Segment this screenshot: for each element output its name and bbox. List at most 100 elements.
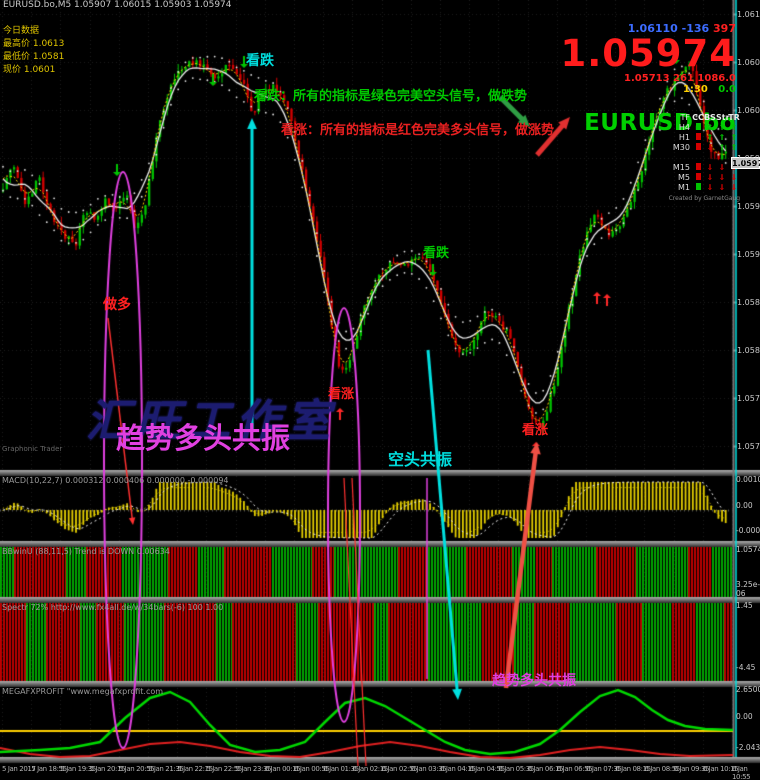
signal-col-header: BS: [704, 112, 716, 122]
timeframe-label: H1: [678, 132, 690, 142]
ticker-time-row: 1:30 0.0: [560, 84, 736, 96]
signal-row-H1: H1 ⇑ ⇑ ⇑: [666, 132, 740, 142]
time-axis-label[interactable]: 5 Jan 22:15: [177, 765, 213, 773]
signal-col-header: CC: [692, 112, 704, 122]
ticker-low: 1.05713: [624, 72, 670, 84]
ticker-low-row: 1.05713 261 1086.0: [560, 73, 736, 85]
time-axis-label[interactable]: 6 Jan 08:55: [644, 765, 680, 773]
p4-scale-label: -2.04301: [736, 743, 760, 752]
ticker-price: 1.05974: [560, 32, 736, 75]
cc-red-square-icon: [692, 162, 704, 172]
macd-scale-label: 0.00: [736, 501, 753, 510]
price-scale-label: 1.05905: [737, 250, 760, 259]
price-scale-label: 1.05945: [737, 202, 760, 211]
annotation-trend-bull-resonance-1: 趋势多头共振: [116, 421, 291, 455]
ticker-range: 397: [713, 22, 736, 35]
signal-table-gap: [666, 152, 740, 162]
time-axis-label[interactable]: 5 Jan 2017: [2, 765, 36, 773]
p4-scale-label: 2.65005: [736, 685, 760, 694]
p2-scale-label: 3.25e-06: [736, 580, 760, 598]
time-axis-label[interactable]: 5 Jan 19:35: [60, 765, 96, 773]
time-axis-label[interactable]: 6 Jan 10:15: [702, 765, 739, 773]
ticker-time: 1:30: [682, 84, 708, 96]
p2-scale-label: 1.05741: [736, 545, 760, 554]
down-arrow-icon: ⇓: [718, 162, 726, 172]
signal-col-header: TR: [728, 112, 740, 122]
megafx-panel-label: MEGAFXPROFIT "www.megafxprofit.com: [2, 687, 164, 696]
current-price-box: 1.05974: [731, 157, 760, 169]
annotation-bear-resonance: 空头共振: [388, 450, 453, 469]
trend-panel-label: BBwinU (88,11,5) Trend is DOWN 0.00634: [2, 547, 170, 556]
up-arrow-icon: ⇑: [718, 142, 726, 152]
up-arrow-icon: ⇑: [730, 132, 738, 142]
signal-col-header: Str: [716, 112, 730, 122]
watermark-studio: 汇旺工作室: [86, 396, 336, 447]
annotation-go-long: 做多: [103, 297, 131, 313]
time-axis-label[interactable]: 5 Jan 20:55: [118, 765, 155, 773]
signal-row-M1: M1 ⇓ ⇓ ⇓: [666, 182, 740, 192]
ticker-top-row: 1.06110 -136 397: [560, 22, 736, 35]
annotation-bullish-right: 看涨: [522, 423, 549, 438]
time-axis-label[interactable]: 6 Jan 04:55: [469, 765, 505, 773]
ticker-symbol: EURUSD.bo: [584, 109, 736, 136]
signal-row-M15: M15⇓⇓⇓: [666, 162, 740, 172]
cc-red-square-icon: [692, 132, 704, 142]
time-axis-label[interactable]: 5 Jan 18:55: [31, 765, 67, 773]
price-scale-label: 1.05745: [737, 442, 760, 451]
price-scale-label: 1.05985: [737, 154, 760, 163]
price-scale-label: 1.05865: [737, 298, 760, 307]
p3-scale-label: -4.45: [736, 663, 756, 672]
up-arrow-icon: ⇑: [730, 122, 738, 132]
time-axis-label[interactable]: 6 Jan 06:15: [527, 765, 564, 773]
signal-table-credit: Created by GarnetGaug: [668, 195, 740, 202]
time-axis-label[interactable]: 6 Jan 07:35: [586, 765, 622, 773]
time-axis-label[interactable]: 6 Jan 04:15: [440, 765, 476, 773]
time-axis-label[interactable]: 6 Jan 08:15: [615, 765, 651, 773]
quote-info-line: 现价 1.0601: [3, 65, 56, 75]
signal-col-header: TF: [680, 112, 691, 122]
time-axis-label[interactable]: 5 Jan 21:35: [148, 765, 184, 773]
p4-scale-label: 0.00: [736, 712, 753, 721]
ticker-high: 1.06110: [627, 22, 678, 35]
down-arrow-icon: ⇓: [730, 182, 738, 192]
price-scale-label: 1.05785: [737, 394, 760, 403]
annotation-bullish-mid: 看涨: [328, 387, 355, 402]
time-axis-label[interactable]: 6 Jan 06:55: [556, 765, 593, 773]
time-axis-label[interactable]: 6 Jan 05:35: [498, 765, 534, 773]
time-axis-label[interactable]: 6 Jan 02:15: [352, 765, 388, 773]
down-arrow-icon: ⇓: [706, 162, 714, 172]
cc-red-square-icon: [692, 142, 704, 152]
macd-scale-label: -0.00092: [736, 526, 760, 535]
time-axis-label[interactable]: 6 Jan 01:35: [323, 765, 359, 773]
annotation-legend-bearish: 看跌：所有的指标是绿色完美空头信号，做跌势: [254, 89, 528, 104]
time-axis-label[interactable]: 5 Jan 22:55: [206, 765, 242, 773]
timeframe-label: M15: [672, 162, 690, 172]
annotation-bearish-top: 看跌: [246, 53, 274, 69]
quote-info-line: 今日数据: [3, 26, 40, 36]
ticker-volume: 261 1086.0: [673, 72, 736, 84]
time-axis-label[interactable]: 6 Jan 00:15: [264, 765, 301, 773]
up-arrow-icon: ⇑: [706, 132, 714, 142]
ticker-change: -136: [681, 22, 710, 35]
signal-row-H4: H4 ⇑ ⇑ ⇑: [666, 122, 740, 132]
down-arrow-icon: ⇓: [730, 172, 738, 182]
quote-info-line: 最低价 1.0581: [3, 52, 65, 62]
time-axis-label[interactable]: 6 Jan 10:55: [732, 765, 751, 780]
time-axis-label[interactable]: 6 Jan 03:35: [410, 765, 447, 773]
time-axis-label[interactable]: 6 Jan 09:35: [673, 765, 710, 773]
time-axis-label[interactable]: 5 Jan 20:15: [89, 765, 126, 773]
price-scale-label: 1.05825: [737, 346, 760, 355]
up-arrow-icon: ⇑: [718, 132, 726, 142]
up-arrow-icon: ⇑: [730, 142, 738, 152]
time-axis-label[interactable]: 6 Jan 02:55: [381, 765, 418, 773]
timeframe-label: H4: [678, 122, 690, 132]
time-axis-label[interactable]: 5 Jan 23:35: [235, 765, 272, 773]
mtf-signal-table: TFCCBSStrTRH4⇑⇑⇑H1⇑⇑⇑M30⇓⇑⇑M15⇓⇓⇓M5⇓⇓⇓M1…: [666, 112, 740, 203]
macd-label: MACD(10,22,7) 0.000312 0.000406 0.000000…: [2, 476, 229, 485]
price-scale-label: 1.06025: [737, 106, 760, 115]
cc-green-square-icon: [692, 122, 704, 132]
ticker-spread: 0.0: [718, 84, 736, 96]
time-axis-label[interactable]: 6 Jan 00:55: [294, 765, 330, 773]
